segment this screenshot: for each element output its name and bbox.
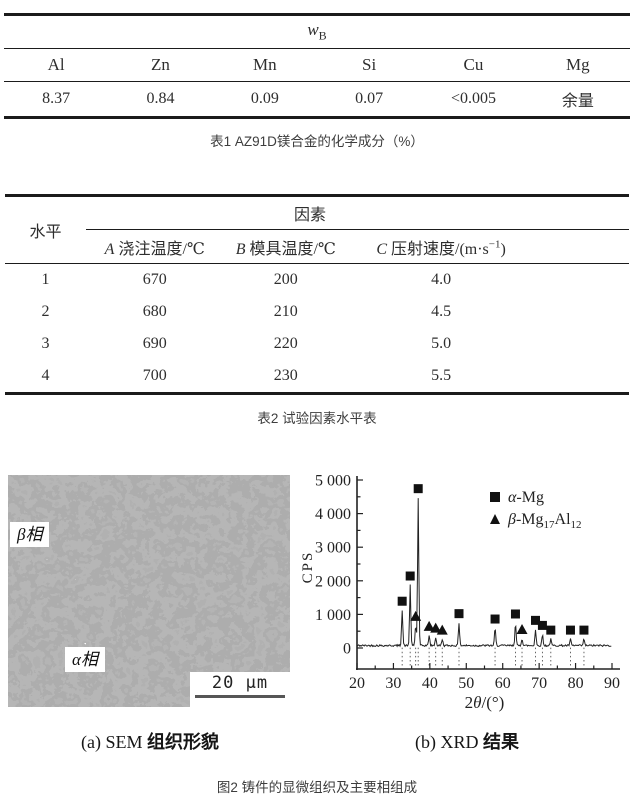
svg-text:2θ/(°): 2θ/(°): [465, 693, 505, 712]
table2-cell: 670: [142, 271, 167, 288]
svg-text:4 000: 4 000: [315, 506, 351, 523]
svg-text:CPS: CPS: [300, 551, 316, 584]
subcaption-b-label: 结果: [483, 732, 519, 752]
svg-text:50: 50: [458, 675, 474, 692]
table1-group-row: wB: [4, 14, 630, 49]
table2-row: 1 670 200 4.0: [5, 264, 629, 297]
subcaption-a-prefix: (a) SEM: [81, 732, 147, 752]
svg-text:20: 20: [349, 675, 365, 692]
table2-factor-col-header: A 浇注温度/℃: [86, 229, 224, 264]
svg-text:1 000: 1 000: [315, 607, 351, 624]
table2-caption: 表2 试验因素水平表: [257, 411, 377, 426]
table2-row: 4 700 230 5.5: [5, 360, 629, 395]
svg-text:30: 30: [385, 675, 401, 692]
svg-text:2 000: 2 000: [315, 573, 351, 590]
table2-factor-levels: 水平 因素 A 浇注温度/℃ B 模具温度/℃ C 压射速度/(m·s−1) 1 67…: [5, 194, 629, 395]
table1-group-header: wB: [4, 14, 630, 49]
svg-text:3 000: 3 000: [315, 540, 351, 557]
subcaption-a: (a) SEM 组织形貌: [0, 728, 300, 754]
table2-factor-header: 因素: [86, 195, 629, 230]
table1-col-header: Cu: [421, 48, 526, 82]
table1-value: 余量: [561, 93, 594, 110]
table2-factor-col-header: C 压射速度/(m·s−1): [348, 229, 629, 264]
table2-cell: 200: [273, 271, 298, 288]
table2-cell: 230: [223, 360, 349, 395]
table1-value-row: 8.37 0.84 0.09 0.07 <0.005 余量: [4, 82, 630, 118]
table1-value: 8.37: [42, 90, 71, 107]
figure2: β相 α相 20 μm 0 1 000 2 000 3 000 4 000 5 000 20…: [0, 470, 634, 712]
svg-text:0: 0: [343, 641, 351, 658]
table2-level-header: 水平: [5, 195, 87, 264]
table2-cell: 700: [86, 360, 224, 395]
table1-col-header: Mn: [212, 48, 317, 82]
table2-cell: 4.5: [431, 303, 452, 320]
scale-bar-label: 20 μm: [211, 673, 269, 693]
subcaption-b: (b) XRD 结果: [300, 728, 634, 754]
alpha-phase-label: α相: [65, 647, 105, 672]
figure-subcaptions: (a) SEM 组织形貌 (b) XRD 结果: [0, 728, 634, 754]
table1-value: 0.84: [146, 90, 175, 107]
table2-cell: 210: [273, 303, 298, 320]
svg-text:β-Mg17Al12: β-Mg17Al12: [507, 511, 582, 531]
table2-level-value: 1: [41, 271, 50, 288]
svg-text:90: 90: [604, 675, 620, 692]
table2-cell: 680: [142, 303, 167, 320]
table1-caption: 表1 AZ91D镁合金的化学成分（%）: [210, 134, 424, 149]
table1-value: 0.07: [355, 90, 384, 107]
table1-col-header: Zn: [108, 48, 213, 82]
svg-text:70: 70: [531, 675, 547, 692]
scale-bar-line: [195, 695, 285, 698]
svg-text:5 000: 5 000: [315, 473, 351, 490]
table1-chemical-composition: wB Al Zn Mn Si Cu Mg 8.37 0.84 0.09 0.07 <0.005 余量: [4, 13, 630, 119]
table2-row: 3 690 220 5.0: [5, 328, 629, 360]
table2-subheader-row: A 浇注温度/℃ B 模具温度/℃ C 压射速度/(m·s−1): [5, 229, 629, 264]
beta-phase-label: β相: [10, 522, 50, 547]
svg-text:80: 80: [568, 675, 584, 692]
table1-value: <0.005: [450, 90, 496, 107]
figure2-caption: 图2 铸件的显微组织及主要相组成: [216, 780, 418, 795]
table1-header-row: Al Zn Mn Si Cu Mg: [4, 48, 630, 82]
subcaption-a-label: 组织形貌: [147, 732, 219, 752]
sem-micrograph: β相 α相 20 μm: [8, 475, 290, 707]
table1-value: 0.09: [250, 90, 279, 107]
table1-col-header: Si: [316, 48, 422, 82]
table2-level-value: 4: [5, 360, 87, 395]
table2-cell: 690: [142, 335, 167, 352]
table2-level-value: 3: [41, 335, 50, 352]
subcaption-b-prefix: (b) XRD: [415, 732, 483, 752]
table2-cell: 4.0: [431, 271, 452, 288]
table2-factor-row: 水平 因素: [5, 195, 629, 264]
table2-cell: 5.5: [348, 360, 629, 395]
table2-cell: 220: [273, 335, 298, 352]
scale-bar: 20 μm: [190, 672, 290, 707]
table1-col-header: Al: [4, 48, 109, 82]
table2-body: 1 670 200 4.0 2 680 210 4.5 3 690 220 5.0 4 700 230 5.5: [5, 264, 629, 395]
svg-text:α-Mg: α-Mg: [508, 489, 544, 506]
svg-text:40: 40: [422, 675, 438, 692]
table2-row: 2 680 210 4.5: [5, 296, 629, 328]
table2-level-value: 2: [41, 303, 50, 320]
table2-cell: 5.0: [431, 335, 452, 352]
xrd-plot: 0 1 000 2 000 3 000 4 000 5 000 20 30 40 50 60 70 80…: [300, 470, 634, 712]
table1-col-header: Mg: [525, 48, 630, 82]
sem-texture-image: [8, 475, 290, 707]
xrd-chart: 0 1 000 2 000 3 000 4 000 5 000 20 30 40 50 60 70 80…: [300, 473, 620, 712]
table2-factor-col-header: B 模具温度/℃: [223, 229, 349, 264]
svg-text:60: 60: [495, 675, 511, 692]
